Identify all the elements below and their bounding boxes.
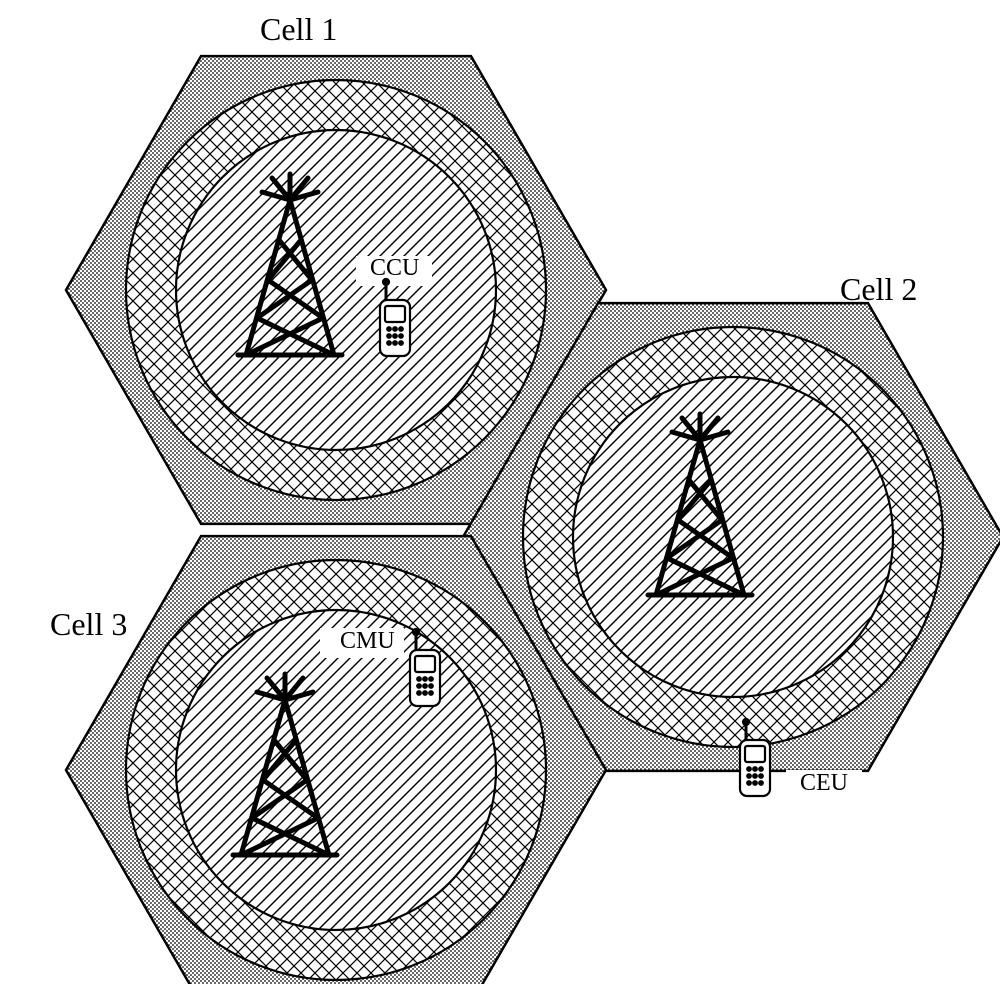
cell2-inner-disc <box>573 377 893 697</box>
cell1-label: Cell 1 <box>260 11 337 47</box>
cell-diagram: CCU CEU CMU Cell 1 Cell 2 Cell 3 <box>0 0 1000 984</box>
cell2-label: Cell 2 <box>840 271 917 307</box>
cell3-label: Cell 3 <box>50 606 127 642</box>
cell2-ue-label: CEU <box>800 770 848 796</box>
cell1-ue-label: CCU <box>370 255 419 281</box>
cell1-inner-disc <box>176 130 496 450</box>
cell3-ue-label: CMU <box>340 628 395 654</box>
